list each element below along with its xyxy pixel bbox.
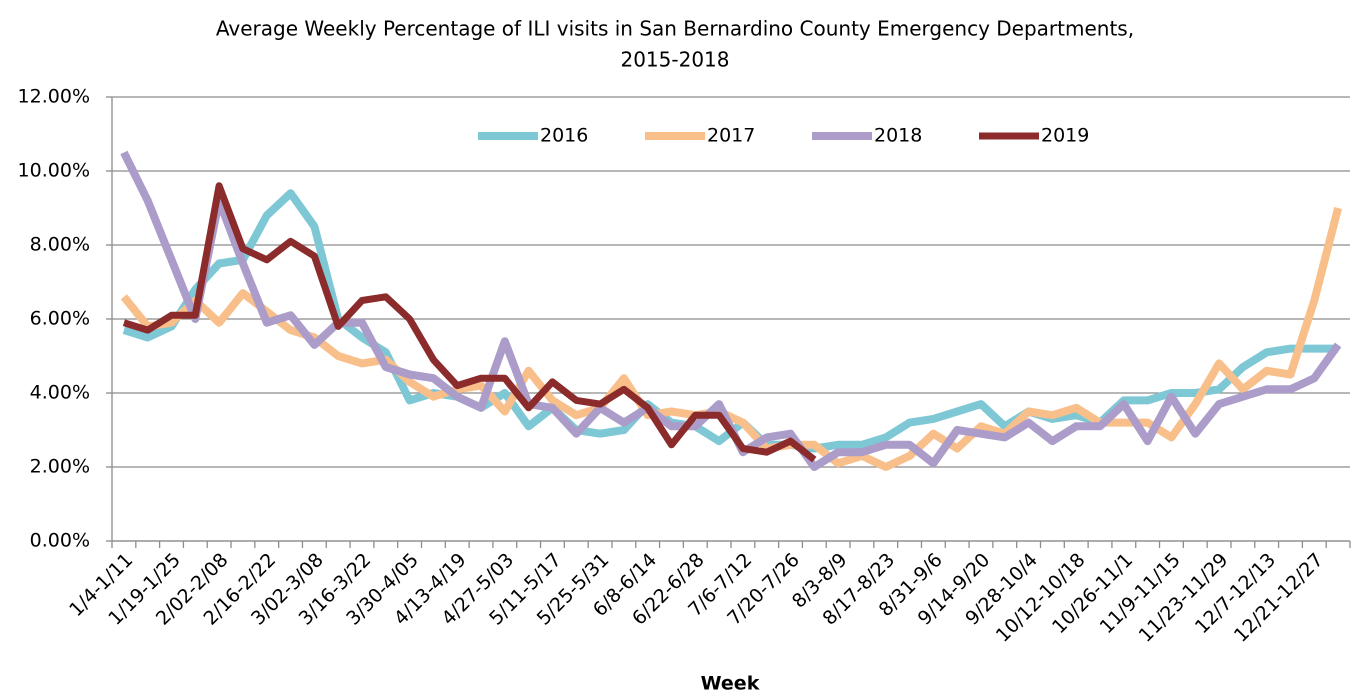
legend-label: 2017 [707, 125, 755, 147]
y-tick-label: 4.00% [30, 382, 90, 404]
legend-label: 2018 [874, 125, 922, 147]
y-tick-label: 12.00% [18, 86, 90, 108]
x-axis-title: Week [701, 673, 760, 694]
y-tick-label: 2.00% [30, 456, 90, 478]
series-line [122, 189, 1339, 453]
series-line [120, 150, 1342, 471]
chart-title: Average Weekly Percentage of ILI visits … [216, 17, 1134, 41]
y-tick-label: 6.00% [30, 308, 90, 330]
y-tick-label: 8.00% [30, 234, 90, 256]
y-tick-label: 0.00% [30, 530, 90, 552]
series-line [122, 182, 817, 463]
y-tick-label: 10.00% [18, 160, 90, 182]
legend-label: 2016 [540, 125, 588, 147]
chart-title: 2015-2018 [620, 48, 729, 72]
legend-label: 2019 [1041, 125, 1089, 147]
